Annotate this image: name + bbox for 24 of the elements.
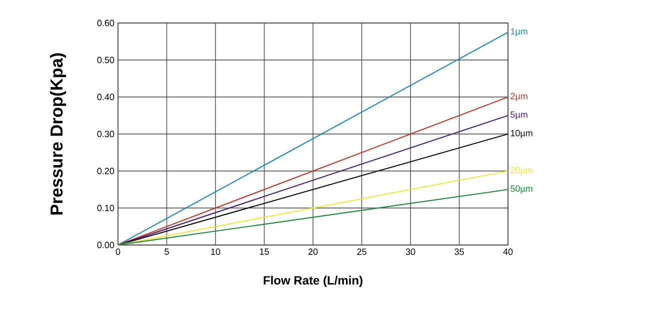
- y-tick-label: 0.30: [97, 130, 114, 138]
- x-tick-label: 5: [164, 248, 169, 255]
- x-tick-label: 10: [211, 248, 220, 255]
- y-tick-label: 0.20: [97, 168, 114, 174]
- y-tick-label: 0.00: [97, 242, 114, 248]
- x-tick-label: 35: [454, 248, 464, 255]
- series-label: 5µm: [510, 111, 528, 120]
- x-tick-label: 0: [116, 248, 120, 255]
- y-tick-label: 0.40: [97, 94, 114, 100]
- y-axis-title: Pressure Drop(Kpa): [50, 53, 66, 214]
- series-label: 20µm: [510, 166, 532, 176]
- x-axis-title: Flow Rate (L/min): [264, 276, 362, 287]
- series-label: 1µm: [510, 28, 528, 36]
- y-tick-label: 0.10: [97, 204, 114, 212]
- series-label: 50µm: [510, 185, 532, 194]
- x-tick-label: 20: [308, 248, 318, 255]
- series-label: 2µm: [510, 92, 528, 102]
- x-tick-label: 25: [357, 248, 366, 255]
- series-label: 10µm: [510, 130, 532, 138]
- x-tick-label: 15: [260, 248, 269, 255]
- x-tick-label: 40: [503, 248, 513, 255]
- y-tick-label: 0.50: [97, 56, 114, 64]
- y-tick-label: 0.60: [97, 20, 114, 26]
- x-tick-label: 30: [406, 248, 416, 255]
